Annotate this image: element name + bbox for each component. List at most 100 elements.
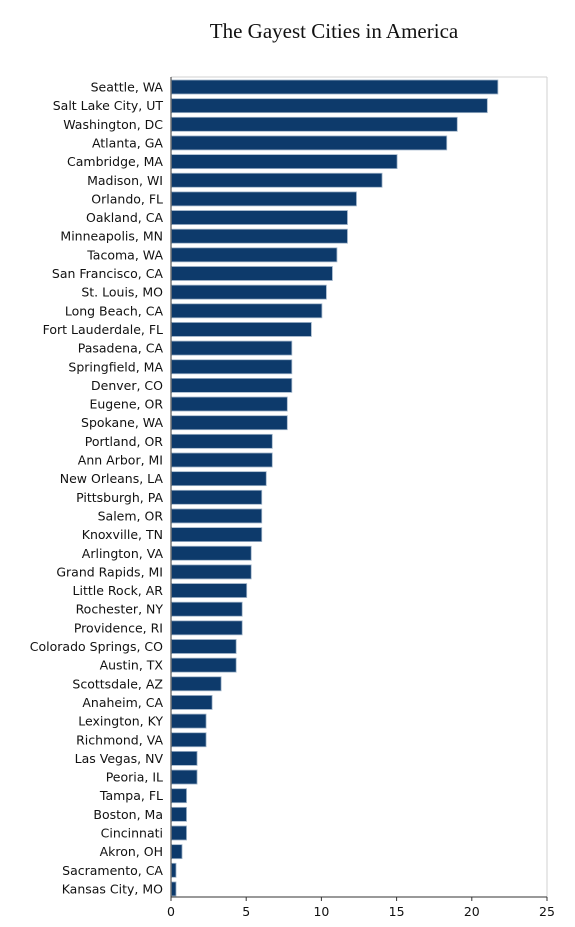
bar-37	[171, 769, 198, 785]
bar-13	[171, 322, 312, 337]
bar-35	[171, 732, 207, 748]
category-label-20: Ann Arbor, MI	[78, 453, 163, 468]
x-tick-label-4: 20	[464, 904, 480, 919]
category-label-34: Lexington, KY	[78, 714, 163, 729]
category-label-38: Tampa, FL	[99, 788, 163, 803]
category-label-25: Arlington, VA	[82, 546, 164, 561]
x-axis: 0 5 10 15 20 25	[167, 77, 555, 919]
x-tick-label-0: 0	[167, 904, 175, 919]
x-tick-label-2: 10	[313, 904, 329, 919]
bar-30	[171, 639, 237, 654]
x-tick-label-1: 5	[242, 904, 250, 919]
chart-title: The Gayest Cities in America	[210, 19, 459, 43]
bar-34	[171, 713, 207, 729]
bar-10	[171, 266, 333, 281]
category-label-9: Tacoma, WA	[86, 247, 163, 262]
bar-33	[171, 695, 213, 710]
bar-31	[171, 657, 237, 673]
bar-28	[171, 601, 243, 617]
category-label-33: Anaheim, CA	[82, 695, 163, 710]
category-label-3: Atlanta, GA	[92, 135, 163, 150]
bar-7	[171, 210, 348, 225]
bar-21	[171, 471, 267, 487]
category-label-28: Rochester, NY	[76, 602, 164, 617]
category-label-23: Salem, OR	[98, 508, 164, 523]
category-label-6: Orlando, FL	[91, 191, 163, 206]
category-label-31: Austin, TX	[100, 658, 164, 673]
category-label-1: Salt Lake City, UT	[53, 98, 164, 113]
x-tick-label-5: 25	[539, 904, 555, 919]
bar-22	[171, 489, 263, 505]
bar-24	[171, 527, 263, 542]
bar-27	[171, 583, 248, 598]
category-label-24: Knoxville, TN	[82, 527, 163, 542]
bars	[171, 79, 499, 897]
bar-23	[171, 508, 263, 524]
category-label-11: St. Louis, MO	[81, 285, 163, 300]
category-label-0: Seattle, WA	[91, 80, 164, 95]
category-label-18: Spokane, WA	[81, 415, 163, 430]
bar-29	[171, 620, 243, 636]
category-label-16: Denver, CO	[91, 378, 163, 393]
bar-1	[171, 98, 488, 114]
category-label-35: Richmond, VA	[76, 732, 163, 747]
bar-18	[171, 415, 288, 431]
bar-9	[171, 247, 338, 263]
bar-40	[171, 825, 187, 841]
category-label-37: Peoria, IL	[106, 770, 163, 785]
bar-12	[171, 303, 323, 319]
category-label-32: Scottsdale, AZ	[72, 676, 163, 691]
category-label-43: Kansas City, MO	[62, 881, 163, 896]
bar-17	[171, 396, 288, 412]
category-label-42: Sacramento, CA	[62, 863, 163, 878]
bar-14	[171, 340, 293, 356]
bar-41	[171, 844, 183, 860]
plot-frame	[171, 76, 548, 897]
category-label-12: Long Beach, CA	[65, 303, 164, 318]
bar-43	[171, 881, 177, 897]
bar-0	[171, 79, 499, 95]
bar-8	[171, 228, 348, 244]
bar-2	[171, 116, 458, 132]
category-label-19: Portland, OR	[85, 434, 164, 449]
category-label-29: Providence, RI	[74, 620, 163, 635]
category-label-4: Cambridge, MA	[67, 154, 163, 169]
category-label-39: Boston, Ma	[93, 807, 163, 822]
bar-32	[171, 676, 222, 692]
category-label-5: Madison, WI	[87, 173, 163, 188]
bar-3	[171, 135, 448, 151]
bar-4	[171, 154, 398, 170]
category-label-30: Colorado Springs, CO	[30, 639, 163, 654]
bar-20	[171, 452, 273, 468]
bar-36	[171, 751, 198, 766]
category-label-15: Springfield, MA	[68, 359, 163, 374]
bar-19	[171, 433, 273, 449]
bar-25	[171, 545, 252, 561]
category-label-17: Eugene, OR	[89, 397, 163, 412]
category-label-27: Little Rock, AR	[73, 583, 164, 598]
category-labels: Seattle, WA Salt Lake City, UT Washington,…	[30, 80, 164, 897]
bar-6	[171, 191, 357, 207]
category-label-40: Cincinnati	[101, 826, 163, 841]
category-label-22: Pittsburgh, PA	[76, 490, 163, 505]
bar-42	[171, 862, 177, 878]
category-label-7: Oakland, CA	[86, 210, 163, 225]
bar-16	[171, 377, 293, 393]
category-label-8: Minneapolis, MN	[60, 229, 163, 244]
category-label-21: New Orleans, LA	[60, 471, 164, 486]
category-label-13: Fort Lauderdale, FL	[43, 322, 163, 337]
bar-11	[171, 284, 327, 300]
category-label-14: Pasadena, CA	[78, 341, 164, 356]
category-label-2: Washington, DC	[63, 117, 163, 132]
category-label-10: San Francisco, CA	[52, 266, 164, 281]
category-label-36: Las Vegas, NV	[75, 751, 164, 766]
bar-5	[171, 172, 383, 188]
bar-38	[171, 788, 187, 804]
bar-15	[171, 359, 293, 375]
category-label-41: Akron, OH	[100, 844, 163, 859]
bar-26	[171, 564, 252, 580]
bar-39	[171, 806, 187, 822]
x-tick-label-3: 15	[389, 904, 405, 919]
category-label-26: Grand Rapids, MI	[56, 564, 163, 579]
